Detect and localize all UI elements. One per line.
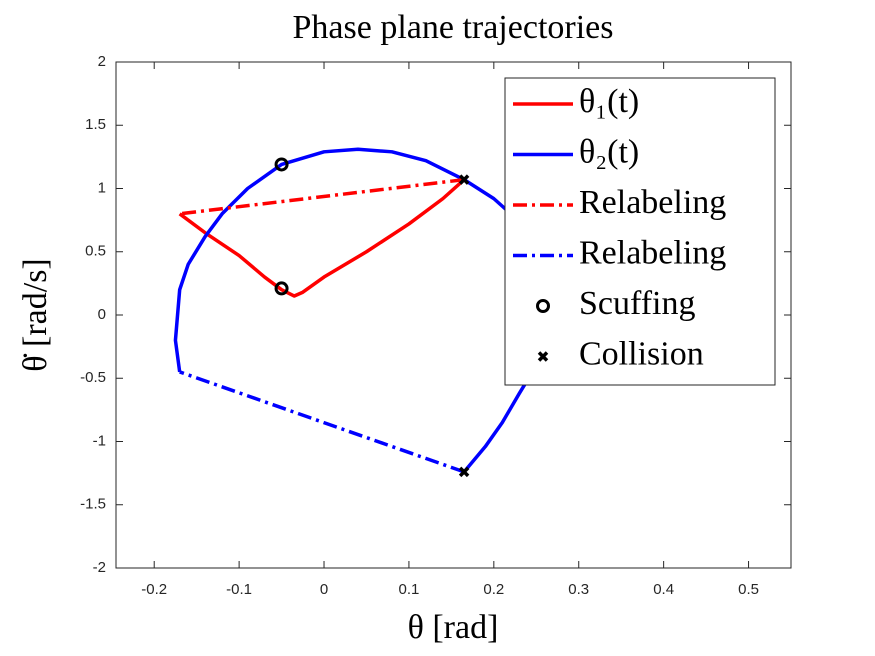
series-line [179, 177, 465, 216]
y-tick-label: 1.5 [85, 116, 106, 133]
legend-label: Relabeling [579, 184, 726, 221]
scuffing-marker [274, 157, 289, 172]
x-axis-label: θ [rad] [408, 609, 499, 646]
y-tick-label: 0.5 [85, 243, 106, 260]
series-line [179, 370, 465, 474]
y-tick-label: 1 [98, 179, 106, 196]
x-tick-label: 0 [320, 581, 328, 598]
y-tick-label: -2 [93, 559, 106, 576]
x-tick-label: 0.2 [483, 581, 504, 598]
series-line [178, 178, 466, 298]
y-tick-label: -1.5 [80, 496, 106, 513]
legend-label: θ₂(t) [579, 133, 639, 170]
collision-marker [458, 174, 470, 185]
collision-marker [458, 466, 470, 478]
x-tick-label: 0.1 [398, 581, 419, 598]
y-tick-label: -1 [93, 432, 106, 449]
y-tick-label: -0.5 [80, 369, 106, 386]
legend-label: Relabeling [579, 234, 726, 271]
legend-label: Scuffing [579, 285, 695, 322]
legend-box [504, 77, 776, 386]
collision-marker [537, 351, 549, 362]
chart-title: Phase plane trajectories [293, 9, 614, 46]
scuffing-marker [274, 281, 289, 296]
y-tick-label: 0 [98, 306, 106, 323]
y-axis-label: θ̇ [rad/s] [17, 258, 54, 372]
legend: θ₁(t) θ₂(t) Relabeling Relabeling Scuffing Co… [504, 77, 776, 386]
legend-label: Collision [579, 335, 704, 372]
y-tick-label: 2 [98, 53, 106, 70]
legend-label: θ₁(t) [579, 83, 639, 120]
x-tick-label: 0.3 [568, 581, 589, 598]
x-tick-label: -0.2 [141, 581, 167, 598]
x-tick-label: 0.4 [653, 581, 674, 598]
x-tick-label: 0.5 [738, 581, 759, 598]
x-tick-label: -0.1 [226, 581, 252, 598]
scuffing-marker [536, 299, 550, 313]
